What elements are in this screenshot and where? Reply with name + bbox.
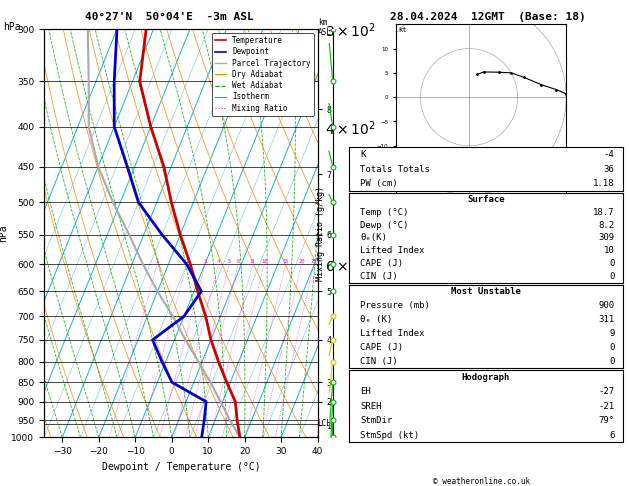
Text: θₑ(K): θₑ(K) xyxy=(360,233,387,243)
Text: 9: 9 xyxy=(609,329,615,338)
Text: LCL: LCL xyxy=(318,419,331,428)
Text: CIN (J): CIN (J) xyxy=(360,357,398,366)
Text: 10: 10 xyxy=(261,259,267,264)
Text: 0: 0 xyxy=(609,343,615,352)
Text: 6: 6 xyxy=(237,259,240,264)
Text: 40°27'N  50°04'E  -3m ASL: 40°27'N 50°04'E -3m ASL xyxy=(86,12,254,22)
Text: 10: 10 xyxy=(604,246,615,255)
Text: 36: 36 xyxy=(604,165,615,174)
Text: 0: 0 xyxy=(609,259,615,268)
Text: 0: 0 xyxy=(609,272,615,281)
Text: 25: 25 xyxy=(311,259,317,264)
Y-axis label: hPa: hPa xyxy=(0,225,9,242)
Text: 900: 900 xyxy=(598,301,615,310)
Text: 1.18: 1.18 xyxy=(593,179,615,188)
Text: hPa: hPa xyxy=(3,22,21,32)
Text: SREH: SREH xyxy=(360,402,382,411)
Text: Pressure (mb): Pressure (mb) xyxy=(360,301,430,310)
Text: CAPE (J): CAPE (J) xyxy=(360,259,403,268)
Text: 4: 4 xyxy=(217,259,220,264)
Text: km
ASL: km ASL xyxy=(318,18,331,37)
Text: Dewp (°C): Dewp (°C) xyxy=(360,221,408,229)
Text: 28.04.2024  12GMT  (Base: 18): 28.04.2024 12GMT (Base: 18) xyxy=(389,12,586,22)
Text: θₑ (K): θₑ (K) xyxy=(360,315,392,324)
Text: StmDir: StmDir xyxy=(360,416,392,425)
Text: 8: 8 xyxy=(251,259,254,264)
Text: 20: 20 xyxy=(298,259,304,264)
Text: Mixing Ratio (g/kg): Mixing Ratio (g/kg) xyxy=(316,186,325,281)
Text: Most Unstable: Most Unstable xyxy=(451,287,521,296)
Text: CIN (J): CIN (J) xyxy=(360,272,398,281)
Text: Lifted Index: Lifted Index xyxy=(360,329,425,338)
Text: EH: EH xyxy=(360,387,370,397)
Text: 18.7: 18.7 xyxy=(593,208,615,217)
Text: K: K xyxy=(360,150,365,159)
Text: -27: -27 xyxy=(598,387,615,397)
Text: Surface: Surface xyxy=(467,195,504,204)
Text: CAPE (J): CAPE (J) xyxy=(360,343,403,352)
Text: 309: 309 xyxy=(598,233,615,243)
Text: Temp (°C): Temp (°C) xyxy=(360,208,408,217)
Text: 8.2: 8.2 xyxy=(598,221,615,229)
Text: 0: 0 xyxy=(609,357,615,366)
Text: -21: -21 xyxy=(598,402,615,411)
Text: 3: 3 xyxy=(203,259,207,264)
Text: PW (cm): PW (cm) xyxy=(360,179,398,188)
Text: 15: 15 xyxy=(282,259,289,264)
Text: 79°: 79° xyxy=(598,416,615,425)
Text: 2: 2 xyxy=(185,259,189,264)
Text: ☆: ☆ xyxy=(406,148,415,157)
Text: ☆: ☆ xyxy=(435,167,444,177)
Text: 6: 6 xyxy=(609,431,615,439)
Text: © weatheronline.co.uk: © weatheronline.co.uk xyxy=(433,477,530,486)
Text: Hodograph: Hodograph xyxy=(462,373,510,382)
Text: Lifted Index: Lifted Index xyxy=(360,246,425,255)
Text: kt: kt xyxy=(399,27,407,33)
Text: -4: -4 xyxy=(604,150,615,159)
Text: 311: 311 xyxy=(598,315,615,324)
Text: Totals Totals: Totals Totals xyxy=(360,165,430,174)
Text: 1: 1 xyxy=(155,259,159,264)
Text: StmSpd (kt): StmSpd (kt) xyxy=(360,431,419,439)
Text: 5: 5 xyxy=(228,259,231,264)
Legend: Temperature, Dewpoint, Parcel Trajectory, Dry Adiabat, Wet Adiabat, Isotherm, Mi: Temperature, Dewpoint, Parcel Trajectory… xyxy=(211,33,314,116)
X-axis label: Dewpoint / Temperature (°C): Dewpoint / Temperature (°C) xyxy=(101,462,260,472)
